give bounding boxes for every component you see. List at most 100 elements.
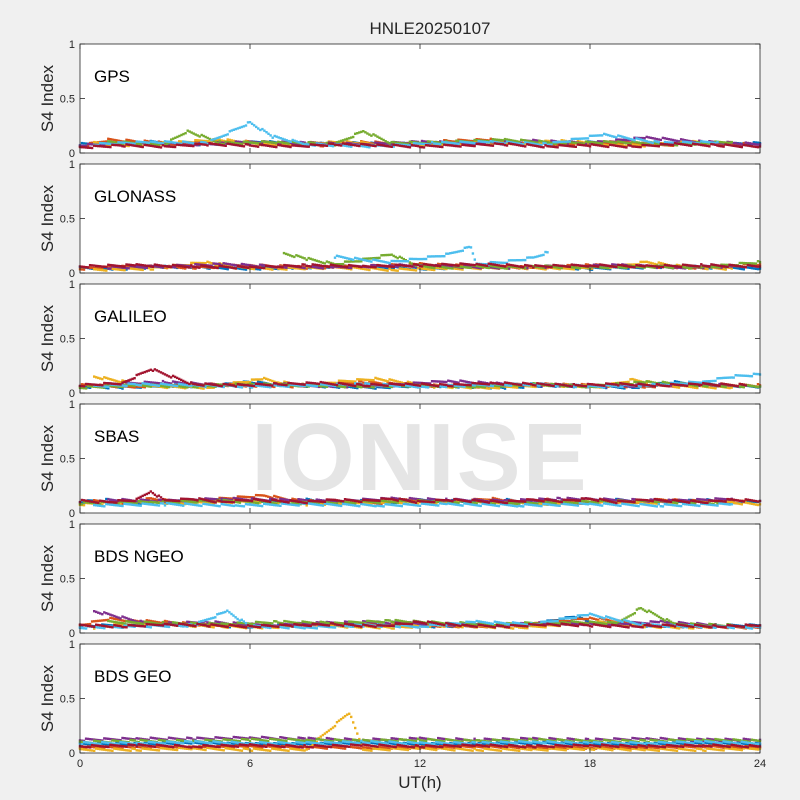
data-point <box>568 145 571 148</box>
data-point <box>503 267 507 270</box>
data-point <box>615 138 618 141</box>
data-point <box>143 264 146 267</box>
data-point <box>633 140 636 144</box>
data-point <box>538 139 541 142</box>
data-point <box>471 265 474 269</box>
data-point <box>175 143 179 146</box>
data-point <box>548 265 551 269</box>
data-point <box>90 146 94 150</box>
data-point <box>281 141 284 144</box>
data-point <box>499 261 503 264</box>
data-point <box>230 129 233 132</box>
data-point <box>196 140 199 144</box>
data-point <box>97 144 100 148</box>
data-point <box>250 267 254 270</box>
data-point <box>101 145 104 148</box>
data-point <box>422 142 426 146</box>
data-point <box>182 140 185 143</box>
data-point <box>356 144 359 147</box>
data-point <box>350 382 353 385</box>
data-point <box>669 266 673 269</box>
data-point <box>155 145 159 148</box>
data-point <box>643 142 646 145</box>
data-point <box>677 380 681 384</box>
data-point <box>372 144 375 147</box>
data-point <box>426 263 430 266</box>
data-point <box>137 268 140 271</box>
data-point <box>171 265 175 269</box>
data-point <box>230 141 233 144</box>
data-point <box>445 252 448 255</box>
data-point <box>147 141 150 144</box>
data-point <box>127 142 130 145</box>
data-point <box>117 141 120 144</box>
data-point <box>418 257 422 261</box>
data-point <box>653 266 656 269</box>
data-point <box>408 144 412 147</box>
data-point <box>692 142 695 145</box>
data-point <box>738 142 741 146</box>
data-point <box>756 146 760 149</box>
data-point <box>198 263 201 266</box>
data-point <box>402 264 405 267</box>
data-point <box>609 264 612 268</box>
data-point <box>649 261 652 265</box>
data-point <box>111 140 114 144</box>
data-point <box>720 145 723 148</box>
data-point <box>188 130 191 133</box>
data-point <box>572 145 575 148</box>
data-point <box>414 269 418 272</box>
data-point <box>422 146 426 149</box>
data-point <box>198 139 201 142</box>
data-point <box>433 144 436 148</box>
data-point <box>224 265 227 268</box>
data-point <box>382 254 385 257</box>
data-point <box>105 267 108 270</box>
data-point <box>259 128 262 132</box>
data-point <box>137 263 140 266</box>
data-point <box>358 131 361 134</box>
data-point <box>368 265 371 268</box>
data-point <box>370 265 373 268</box>
data-point <box>681 266 685 269</box>
data-point <box>449 141 452 145</box>
data-point <box>522 258 525 262</box>
data-point <box>172 137 175 140</box>
data-point <box>560 140 563 143</box>
data-point <box>295 142 298 145</box>
data-point <box>170 138 173 141</box>
data-point <box>594 134 598 137</box>
data-point <box>518 140 521 143</box>
data-point <box>570 266 573 269</box>
data-point <box>145 139 148 143</box>
data-point <box>271 268 274 271</box>
data-point <box>625 146 628 149</box>
data-point <box>299 255 302 258</box>
data-point <box>641 266 644 269</box>
data-point <box>667 138 671 141</box>
data-point <box>756 143 760 146</box>
data-point <box>572 143 575 147</box>
data-point <box>570 143 573 146</box>
data-point <box>198 261 201 265</box>
data-point <box>665 265 669 269</box>
data-point <box>139 263 142 267</box>
data-point <box>212 142 215 146</box>
data-point <box>105 140 108 143</box>
data-point <box>520 138 523 141</box>
data-point <box>449 140 452 143</box>
data-point <box>639 144 642 147</box>
data-point <box>151 140 155 144</box>
data-point <box>129 267 132 270</box>
data-point <box>596 140 600 143</box>
data-point <box>497 138 501 142</box>
data-point <box>748 266 752 269</box>
data-point <box>159 264 163 267</box>
data-point <box>354 386 357 389</box>
data-point <box>380 142 383 145</box>
data-point <box>675 265 679 268</box>
data-point <box>400 256 403 260</box>
data-point <box>552 263 555 267</box>
data-point <box>153 265 157 268</box>
data-point <box>714 141 717 145</box>
